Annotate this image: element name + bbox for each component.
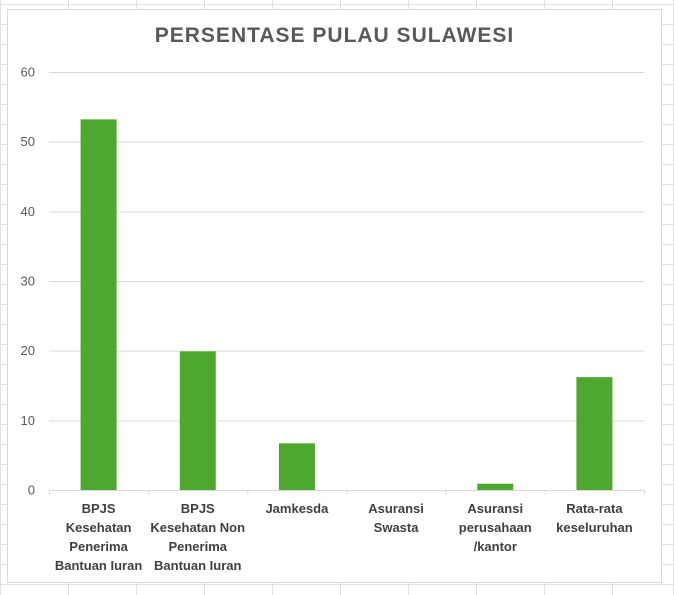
x-tick-label: Rata-rata keseluruhan <box>544 499 644 537</box>
plot-area: 0 10 20 30 40 50 60 <box>21 65 645 498</box>
y-tick-label: 60 <box>21 65 35 80</box>
x-tick-label-line: Penerima <box>69 539 128 554</box>
y-tick-label: 30 <box>21 274 35 289</box>
x-tick-label-line: Penerima <box>168 539 228 554</box>
x-tick-label: BPJS Kesehatan Non Penerima Bantuan Iuran <box>148 499 248 575</box>
x-tick-label-line: BPJS <box>180 501 215 516</box>
y-tick-label: 20 <box>21 343 35 358</box>
x-tick-label-line: keseluruhan <box>556 520 633 535</box>
x-tick-label-line: Swasta <box>373 520 419 535</box>
x-tick-label: BPJS Kesehatan Penerima Bantuan Iuran <box>49 499 149 575</box>
bar[interactable] <box>179 351 216 490</box>
x-tick-label-line: Asuransi <box>467 501 524 516</box>
x-tick-label-line: Rata-rata <box>566 501 623 516</box>
x-tick-label-line: Jamkesda <box>265 501 329 516</box>
x-tick-label-line: /kantor <box>473 539 517 554</box>
bar[interactable] <box>278 443 315 490</box>
bar[interactable] <box>576 377 613 490</box>
x-tick-label-line: Bantuan Iuran <box>154 558 242 573</box>
x-tick-label-line: Kesehatan Non <box>150 520 246 535</box>
x-tick-label-line: Bantuan Iuran <box>54 558 143 573</box>
x-tick-label: Asuransi perusahaan/kantor <box>445 499 545 556</box>
chart-area[interactable]: PERSENTASE PULAU SULAWESI 0 10 20 30 40 50 60 … <box>7 9 662 583</box>
x-tick-label-line: BPJS <box>81 501 116 516</box>
x-tick-label-line: perusahaan <box>458 520 532 535</box>
bar[interactable] <box>477 483 514 490</box>
x-tick-label: Asuransi Swasta <box>346 499 446 537</box>
y-tick-label: 50 <box>21 134 35 149</box>
x-tick-label-line: Kesehatan <box>65 520 132 535</box>
y-tick-label: 40 <box>21 204 35 219</box>
chart-title: PERSENTASE PULAU SULAWESI <box>154 24 515 47</box>
x-tick-label: Jamkesda <box>247 499 347 518</box>
y-tick-label: 0 <box>28 483 35 498</box>
x-tick-label-line: Asuransi <box>368 501 424 516</box>
y-tick-label: 10 <box>21 413 35 428</box>
bar[interactable] <box>80 119 117 490</box>
